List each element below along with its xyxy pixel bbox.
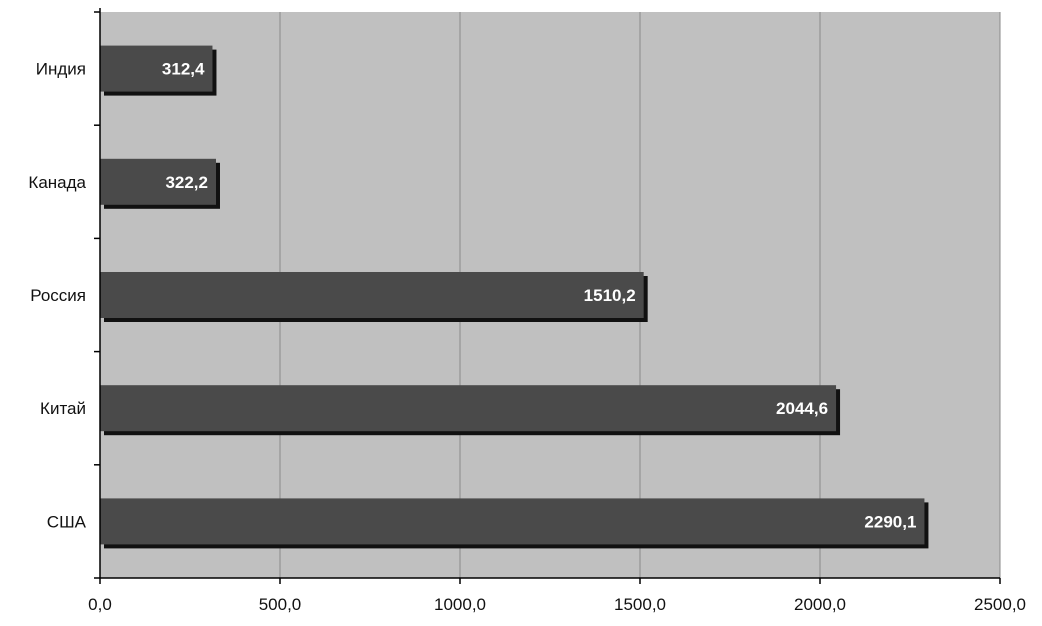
x-tick-label-4: 2000,0 bbox=[794, 595, 846, 614]
labels: 312,4 Индия 322,2 Канада 1510,2 Россия 2044,6 К… bbox=[28, 60, 1026, 614]
category-label-0: Индия bbox=[36, 60, 86, 79]
bar-1 bbox=[100, 158, 216, 205]
category-label-1: Канада bbox=[28, 173, 86, 192]
data-label-2: 1510,2 bbox=[584, 286, 636, 305]
x-tick-label-5: 2500,0 bbox=[974, 595, 1026, 614]
bar-4 bbox=[100, 498, 925, 545]
x-tick-label-3: 1500,0 bbox=[614, 595, 666, 614]
bars bbox=[100, 45, 929, 549]
data-label-0: 312,4 bbox=[162, 60, 205, 79]
bar-3 bbox=[100, 385, 837, 432]
bar-2 bbox=[100, 272, 644, 318]
x-tick-label-1: 500,0 bbox=[259, 595, 302, 614]
category-label-4: США bbox=[47, 512, 87, 531]
data-label-1: 322,2 bbox=[165, 173, 208, 192]
data-label-4: 2290,1 bbox=[864, 512, 916, 531]
axes bbox=[94, 8, 1001, 584]
x-tick-label-0: 0,0 bbox=[88, 595, 112, 614]
x-tick-label-2: 1000,0 bbox=[434, 595, 486, 614]
data-label-3: 2044,6 bbox=[776, 399, 828, 418]
category-label-3: Китай bbox=[40, 399, 86, 418]
bar-0 bbox=[100, 45, 213, 92]
category-label-2: Россия bbox=[30, 286, 86, 305]
